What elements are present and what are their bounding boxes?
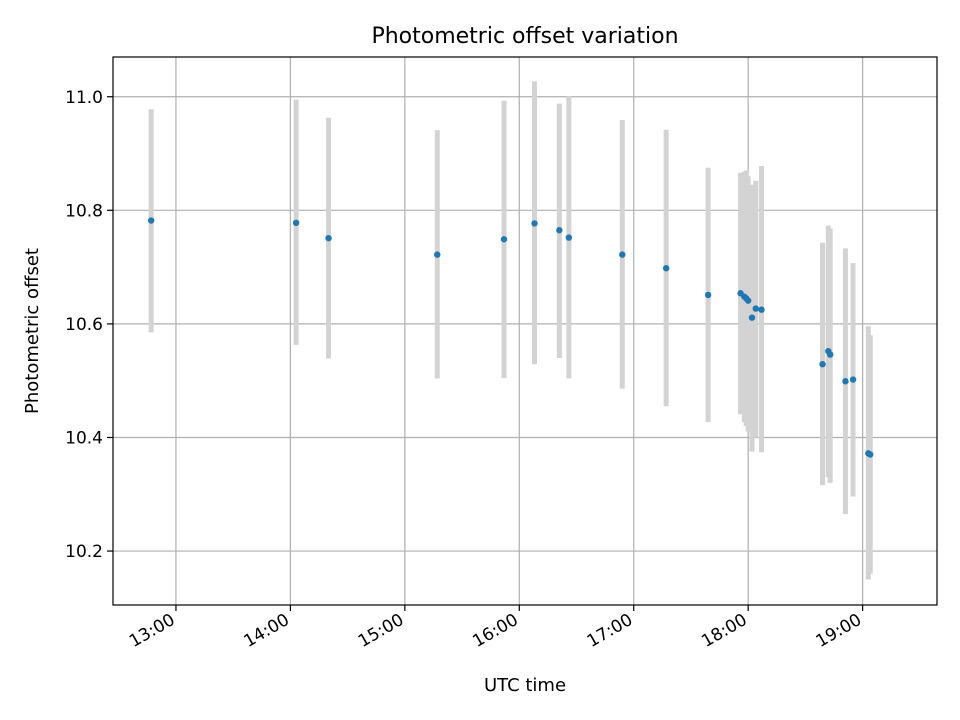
x-tick-label: 14:00 — [240, 610, 292, 652]
data-point — [147, 217, 155, 224]
data-point — [325, 234, 332, 242]
x-tick-label: 17:00 — [584, 610, 636, 652]
grid — [113, 57, 937, 605]
plot-frame — [112, 56, 938, 606]
data-point — [434, 251, 441, 258]
data-point — [565, 234, 573, 241]
y-axis: 10.2 10.4 10.6 10.8 11.0 — [65, 88, 113, 562]
x-tick-label: 13:00 — [126, 610, 178, 652]
data-point — [292, 219, 300, 227]
data-point — [704, 291, 712, 299]
x-axis-label: UTC time — [484, 675, 566, 696]
y-tick-label: 10.6 — [65, 315, 103, 335]
chart-title: Photometric offset variation — [371, 24, 678, 49]
data-point — [500, 236, 508, 243]
y-tick-label: 10.2 — [65, 542, 103, 562]
data-point — [748, 314, 756, 321]
data-point — [819, 361, 826, 368]
data-point — [842, 378, 849, 385]
y-tick-label: 11.0 — [65, 88, 103, 108]
y-axis-label: Photometric offset — [22, 248, 43, 414]
data-point — [849, 376, 857, 383]
y-tick-label: 10.8 — [65, 201, 103, 221]
data-point — [867, 451, 874, 458]
data-point — [826, 351, 834, 358]
data-point — [531, 220, 538, 227]
data-point — [758, 306, 765, 313]
data-point — [619, 251, 626, 258]
x-tick-label: 19:00 — [813, 610, 865, 652]
y-tick-label: 10.4 — [65, 428, 103, 448]
data-point — [744, 297, 752, 304]
data-point — [752, 305, 759, 312]
x-axis: 13:00 14:00 15:00 16:00 17:00 18:00 19:00 — [126, 605, 865, 652]
data-point — [662, 265, 670, 272]
x-tick-label: 16:00 — [469, 610, 521, 652]
error-bars — [148, 81, 873, 580]
x-tick-label: 15:00 — [355, 610, 407, 652]
x-tick-label: 18:00 — [698, 610, 750, 652]
data-point — [556, 227, 563, 234]
data-points — [147, 217, 874, 458]
